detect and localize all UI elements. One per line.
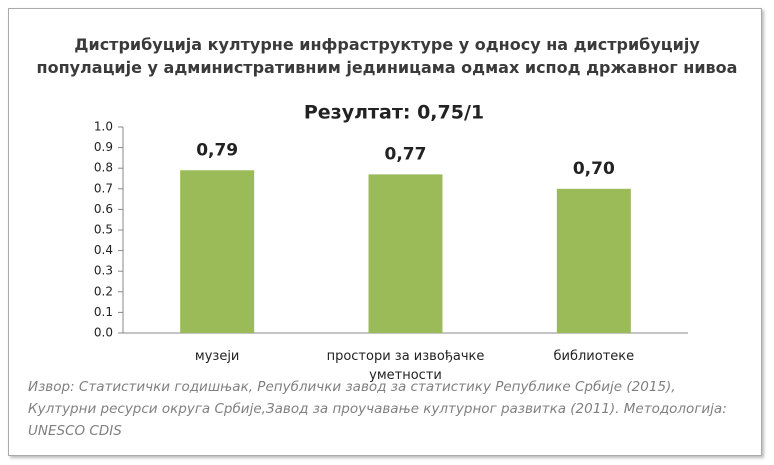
y-tick-label: 1.0: [94, 120, 113, 134]
source-note: Извор: Статистички годишњак, Републички …: [28, 379, 727, 439]
x-tick-label: простори за извођачке уметности: [326, 349, 485, 383]
bar: [180, 170, 255, 333]
y-tick-label: 0.8: [94, 161, 113, 175]
bar: [556, 188, 631, 333]
y-tick-label: 0.0: [94, 326, 113, 340]
value-label: 0,77: [385, 144, 427, 164]
y-tick-label: 0.2: [94, 284, 113, 298]
y-tick-label: 0.7: [94, 181, 113, 195]
value-label: 0,79: [196, 140, 238, 160]
y-tick-label: 0.5: [94, 223, 113, 237]
y-tick-label: 0.1: [94, 305, 113, 319]
y-tick-label: 0.4: [94, 243, 113, 257]
y-tick-label: 0.9: [94, 140, 113, 154]
y-tick-label: 0.6: [94, 202, 113, 216]
x-tick-label: музеји: [194, 349, 240, 364]
chart-subtitle: Резултат: 0,75/1: [304, 102, 484, 124]
x-tick-label: библиотеке: [553, 349, 635, 364]
y-tick-label: 0.3: [94, 264, 113, 278]
chart-title: Дистрибуција културне инфраструктуре у о…: [36, 35, 738, 77]
value-label: 0,70: [573, 159, 615, 179]
bar: [368, 174, 443, 333]
